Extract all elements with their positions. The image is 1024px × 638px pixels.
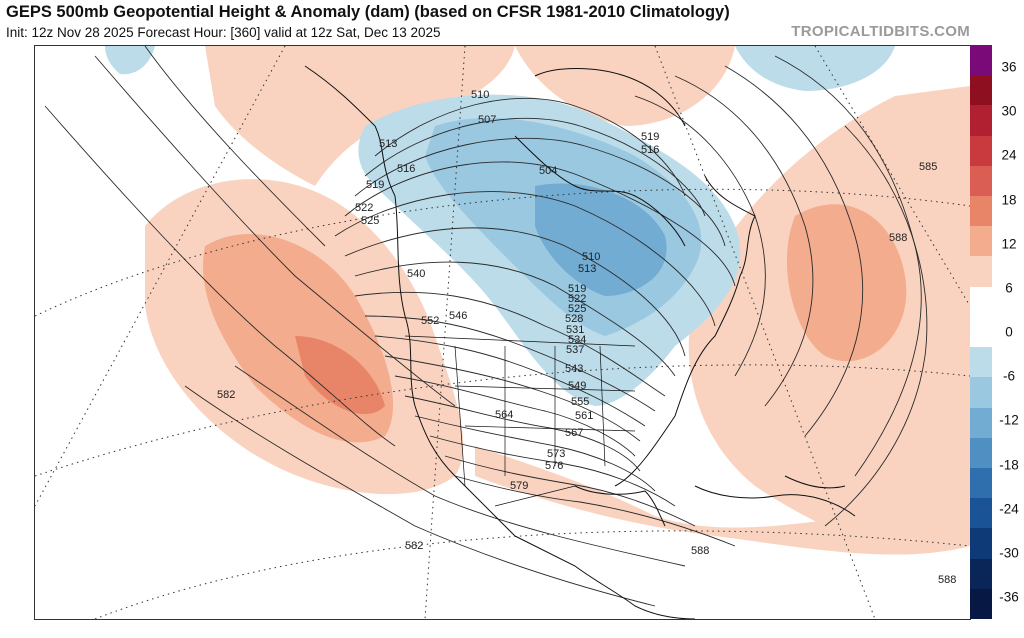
contour-label: 504 xyxy=(539,165,557,177)
contour-label: 579 xyxy=(510,480,528,492)
colorbar-segment xyxy=(970,45,992,76)
colorbar-tick-labels: 36 30 24 18 12 6 0 -6 -12 -18 -24 -30 -36 xyxy=(994,45,1024,619)
colorbar-tick: 0 xyxy=(1005,324,1013,340)
contour-label: 588 xyxy=(889,232,907,244)
contour-label: 549 xyxy=(568,380,586,392)
contour-label: 525 xyxy=(361,215,379,227)
colorbar-segment xyxy=(970,286,992,318)
contour-label: 519 xyxy=(366,179,384,191)
contour-label: 537 xyxy=(566,344,584,356)
positive-anomaly-pacific-core xyxy=(295,336,385,415)
colorbar-segment xyxy=(970,256,992,288)
map-subtitle: Init: 12z Nov 28 2025 Forecast Hour: [36… xyxy=(6,25,441,40)
colorbar-segment xyxy=(970,347,992,378)
negative-anomaly-arctic xyxy=(735,46,895,91)
contour-label: 543 xyxy=(565,363,583,375)
contour-label: 588 xyxy=(691,545,709,557)
contour-label: 555 xyxy=(571,396,589,408)
contour-label: 561 xyxy=(575,410,593,422)
contour-label: 588 xyxy=(938,574,956,586)
site-credit: TROPICALTIDBITS.COM xyxy=(791,23,970,40)
contour-label: 573 xyxy=(547,448,565,460)
colorbar-tick: -36 xyxy=(999,589,1019,605)
contour-label: 516 xyxy=(641,144,659,156)
contour-label: 585 xyxy=(919,161,937,173)
contour-label: 519 xyxy=(568,283,586,295)
colorbar-segment xyxy=(970,226,992,257)
contour-label: 510 xyxy=(471,89,489,101)
colorbar-segment xyxy=(970,498,992,529)
contour-label: 522 xyxy=(355,202,373,214)
map-title: GEPS 500mb Geopotential Height & Anomaly… xyxy=(6,3,730,21)
colorbar-segment xyxy=(970,165,992,197)
colorbar-segment xyxy=(970,407,992,439)
contour-label: 513 xyxy=(379,138,397,150)
colorbar-segment xyxy=(970,528,992,560)
anomaly-shading xyxy=(105,46,970,555)
colorbar-segment xyxy=(970,377,992,409)
colorbar-segment xyxy=(970,105,992,137)
colorbar-segment xyxy=(970,135,992,167)
contour-label: 519 xyxy=(641,131,659,143)
colorbar-tick: 12 xyxy=(1001,236,1017,252)
negative-anomaly-bering xyxy=(105,46,155,75)
colorbar-segment xyxy=(970,196,992,227)
contour-label: 540 xyxy=(407,268,425,280)
political-borders xyxy=(404,335,636,507)
colorbar-segment xyxy=(970,467,992,499)
colorbar-tick: -30 xyxy=(999,545,1019,561)
coastlines xyxy=(304,65,856,619)
positive-anomaly-alaska xyxy=(205,46,515,186)
anomaly-colorbar xyxy=(970,45,992,620)
contour-label: 582 xyxy=(217,389,235,401)
contour-label: 546 xyxy=(449,310,467,322)
positive-anomaly-greenland xyxy=(515,46,735,126)
colorbar-tick: 36 xyxy=(1001,59,1017,75)
height-contours xyxy=(44,46,928,607)
colorbar-tick: -18 xyxy=(999,457,1019,472)
colorbar-tick: -24 xyxy=(999,501,1019,517)
colorbar-tick: 24 xyxy=(1001,147,1017,163)
contour-label: 522 xyxy=(568,293,586,305)
contour-label: 531 xyxy=(566,324,584,336)
contour-label: 510 xyxy=(582,251,600,263)
contour-label: 564 xyxy=(495,409,513,421)
contour-label: 516 xyxy=(397,163,415,175)
colorbar-tick: 6 xyxy=(1005,280,1013,296)
colorbar-segment xyxy=(970,558,992,590)
contour-label: 552 xyxy=(421,315,439,327)
contour-label: 513 xyxy=(578,263,596,275)
contour-label: 507 xyxy=(478,114,496,126)
contour-label: 525 xyxy=(568,303,586,315)
colorbar-segment xyxy=(970,75,992,106)
colorbar-segment xyxy=(970,316,992,348)
colorbar-segment xyxy=(970,437,992,469)
colorbar-tick: 18 xyxy=(1001,192,1017,207)
positive-anomaly-atlantic-inner xyxy=(786,204,907,362)
colorbar-tick: -12 xyxy=(999,412,1019,428)
height-anomaly-map: 510 507 513 516 519 522 525 504 519 516 … xyxy=(34,45,971,620)
colorbar-tick: -6 xyxy=(1002,368,1015,384)
negative-anomaly-canada-core xyxy=(535,183,667,296)
colorbar-segment xyxy=(970,588,992,620)
contour-label: 567 xyxy=(565,427,583,439)
positive-anomaly-gulf xyxy=(475,446,970,555)
contour-label: 582 xyxy=(405,540,423,552)
colorbar-tick: 30 xyxy=(1001,103,1017,119)
contour-labels: 510 507 513 516 519 522 525 504 519 516 … xyxy=(217,89,956,586)
contour-label: 576 xyxy=(545,460,563,472)
contour-label: 528 xyxy=(565,313,583,325)
contour-label: 534 xyxy=(568,334,586,346)
